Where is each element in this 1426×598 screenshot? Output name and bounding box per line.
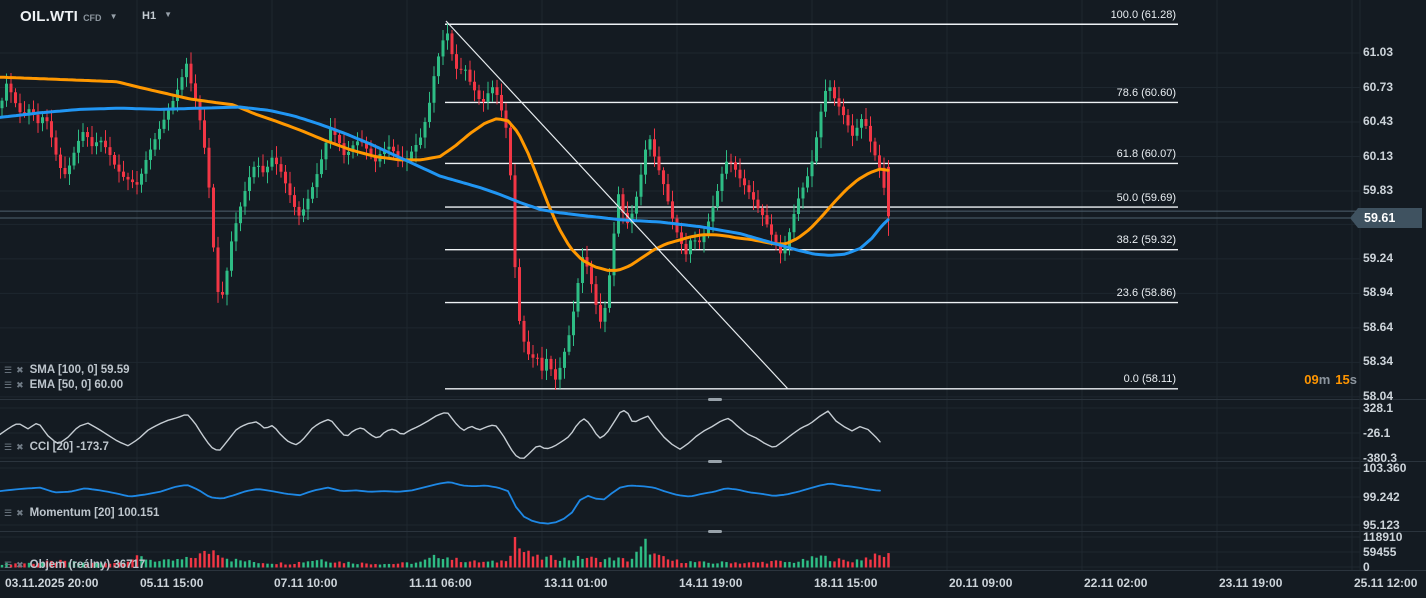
fib-level-label: 50.0 (59.69) bbox=[1116, 191, 1176, 204]
indicator-close-icon[interactable]: ✖ bbox=[16, 441, 24, 452]
time-tick: 11.11 06:00 bbox=[409, 576, 472, 590]
time-tick: 23.11 19:00 bbox=[1219, 576, 1283, 590]
indicator-legend-momentum: ☰ ✖ Momentum [20] 100.151 bbox=[4, 507, 159, 519]
time-tick: 05.11 15:00 bbox=[140, 576, 204, 590]
price-tick: 58.64 bbox=[1363, 319, 1394, 334]
fib-level-label: 78.6 (60.60) bbox=[1116, 86, 1176, 99]
price-tick: 58.34 bbox=[1363, 354, 1394, 369]
timeframe-value: H1 bbox=[142, 10, 157, 22]
indicator-close-icon[interactable]: ✖ bbox=[16, 379, 24, 390]
indicator-label: Momentum [20] 100.151 bbox=[29, 507, 160, 519]
indicator-settings-icon[interactable]: ☰ bbox=[4, 441, 13, 452]
indicator-settings-icon[interactable]: ☰ bbox=[4, 379, 13, 390]
indicator-label: SMA [100, 0] 59.59 bbox=[29, 364, 130, 376]
pane-resize-handle[interactable] bbox=[708, 460, 722, 463]
indicator-legend-volume: ☰ ✖ Objem (reálny) 36717 bbox=[4, 559, 145, 571]
fib-level-label: 61.8 (60.07) bbox=[1116, 147, 1176, 160]
indicator-tick: -26.1 bbox=[1363, 426, 1391, 440]
chevron-down-icon[interactable]: ▼ bbox=[164, 10, 172, 19]
pane-resize-handle[interactable] bbox=[708, 398, 722, 401]
fib-level-label: 38.2 (59.32) bbox=[1116, 234, 1176, 247]
timeframe-selector[interactable]: H1 ▼ bbox=[142, 10, 172, 22]
indicator-label: EMA [50, 0] 60.00 bbox=[29, 379, 124, 391]
instrument-type-badge: CFD bbox=[83, 13, 102, 23]
indicator-tick: 99.242 bbox=[1363, 490, 1400, 504]
indicator-tick: 103.360 bbox=[1363, 461, 1407, 475]
indicator-tick: 118910 bbox=[1363, 530, 1403, 544]
price-tick: 61.03 bbox=[1363, 45, 1394, 59]
indicator-legend-ema: ☰ ✖ EMA [50, 0] 60.00 bbox=[4, 379, 123, 391]
price-tick: 59.24 bbox=[1363, 250, 1394, 265]
fib-level-label: 0.0 (58.11) bbox=[1123, 373, 1176, 386]
price-tick: 60.73 bbox=[1363, 79, 1394, 94]
symbol-name: OIL.WTI bbox=[20, 8, 79, 25]
time-tick: 03.11.2025 20:00 bbox=[5, 576, 99, 590]
time-tick: 07.11 10:00 bbox=[274, 576, 338, 590]
price-tick: 58.04 bbox=[1363, 388, 1394, 403]
current-price-value: 59.61 bbox=[1364, 211, 1396, 225]
indicator-close-icon[interactable]: ✖ bbox=[16, 507, 24, 518]
indicator-settings-icon[interactable]: ☰ bbox=[4, 364, 13, 375]
time-tick: 18.11 15:00 bbox=[814, 576, 878, 590]
indicator-close-icon[interactable]: ✖ bbox=[16, 559, 24, 570]
chart-canvas[interactable] bbox=[0, 0, 1426, 571]
indicator-tick: -380.3 bbox=[1363, 451, 1398, 465]
fib-level-label: 100.0 (61.28) bbox=[1110, 8, 1176, 21]
fib-level-label: 23.6 (58.86) bbox=[1116, 287, 1176, 300]
time-tick: 25.11 12:00 bbox=[1354, 576, 1418, 590]
price-tick: 60.13 bbox=[1363, 148, 1394, 163]
time-tick: 13.11 01:00 bbox=[544, 576, 608, 590]
indicator-tick: 95.123 bbox=[1363, 518, 1400, 532]
indicator-tick: 0 bbox=[1363, 560, 1370, 574]
price-tick: 60.43 bbox=[1363, 114, 1394, 128]
indicator-close-icon[interactable]: ✖ bbox=[16, 364, 24, 375]
time-tick: 22.11 02:00 bbox=[1084, 576, 1148, 590]
indicator-tick: 59455 bbox=[1363, 545, 1397, 559]
current-price-badge: 59.61 bbox=[1350, 208, 1422, 228]
price-tick: 59.83 bbox=[1363, 183, 1394, 197]
candle-countdown-timer: 09m 15s bbox=[1304, 372, 1357, 387]
indicator-tick: 328.1 bbox=[1363, 401, 1394, 415]
symbol-selector[interactable]: OIL.WTI CFD ▼ bbox=[20, 8, 117, 25]
time-tick: 20.11 09:00 bbox=[949, 576, 1013, 590]
pane-resize-handle[interactable] bbox=[708, 530, 722, 533]
indicator-legend-cci: ☰ ✖ CCI [20] -173.7 bbox=[4, 441, 109, 453]
indicator-settings-icon[interactable]: ☰ bbox=[4, 559, 13, 570]
indicator-legend-sma: ☰ ✖ SMA [100, 0] 59.59 bbox=[4, 364, 130, 376]
time-tick: 14.11 19:00 bbox=[679, 576, 743, 590]
indicator-label: CCI [20] -173.7 bbox=[29, 441, 109, 453]
chevron-down-icon[interactable]: ▼ bbox=[109, 12, 118, 21]
price-tick: 58.94 bbox=[1363, 285, 1394, 300]
indicator-settings-icon[interactable]: ☰ bbox=[4, 507, 13, 518]
indicator-label: Objem (reálny) 36717 bbox=[29, 559, 146, 571]
